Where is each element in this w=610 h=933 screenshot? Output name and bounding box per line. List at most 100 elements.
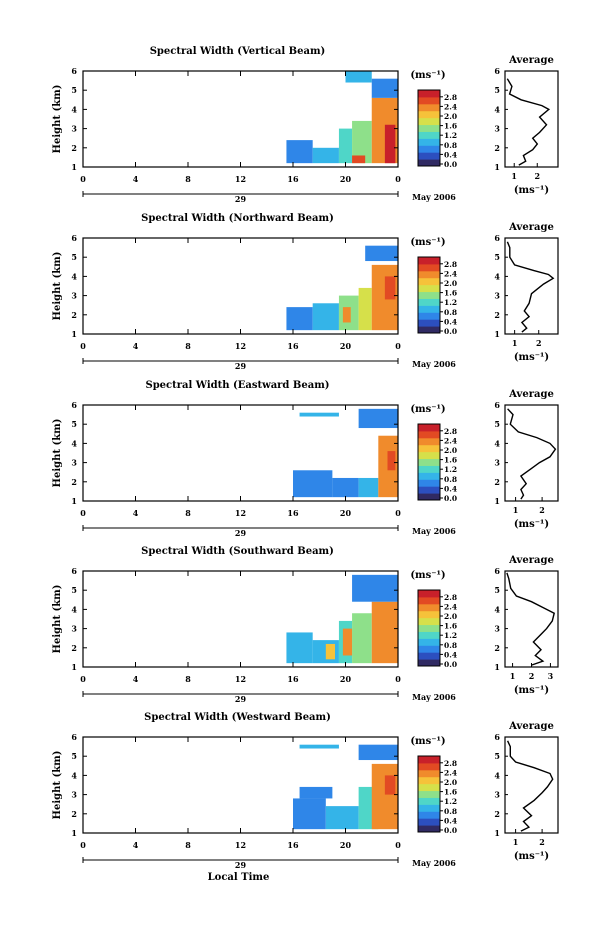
colorbar-swatch [418,465,440,473]
colorbar-swatch [418,769,440,778]
colorbar-unit-label: (ms⁻¹) [410,736,445,747]
average-x-tick-label: 1 [512,338,518,348]
x-tick-label: 0 [395,674,401,684]
heatmap-cell [342,628,353,656]
panel-4: Spectral Width (Westward Beam)123456Heig… [52,712,559,870]
heatmap-cell [338,128,353,164]
month-label: May 2006 [412,526,456,536]
average-x-tick-label: 1 [513,837,519,847]
x-tick-label: 0 [80,174,86,184]
colorbar-tick-label: 0.8 [444,141,457,150]
y-tick-label: 6 [71,233,77,243]
colorbar-swatch [418,756,440,764]
heatmap-cell [345,71,372,83]
average-x-label: (ms⁻¹) [514,685,549,696]
colorbar-tick-label: 0.0 [444,494,457,503]
colorbar-swatch [418,818,440,826]
x-tick-label: 0 [80,674,86,684]
average-y-tick-label: 4 [494,104,500,114]
y-axis-label: Height (km) [52,751,63,820]
heatmap-cell [293,470,333,498]
average-y-tick-label: 5 [494,419,500,429]
colorbar-swatch [418,624,440,632]
average-title: Average [508,55,554,66]
y-tick-label: 5 [71,419,77,429]
average-title: Average [508,721,554,732]
average-y-tick-label: 4 [494,770,500,780]
average-y-tick-label: 1 [494,496,500,506]
colorbar-tick-label: 0.0 [444,160,457,169]
x-tick-label: 20 [340,341,352,351]
average-y-tick-label: 4 [494,604,500,614]
colorbar-tick-label: 1.6 [444,622,457,631]
average-frame [504,736,559,834]
average-y-tick-label: 1 [494,162,500,172]
colorbar-swatch [418,319,440,327]
average-x-tick-label: 1 [510,671,516,681]
x-tick-label: 0 [395,508,401,518]
colorbar-swatch [418,138,440,146]
average-x-tick-label: 2 [529,671,535,681]
colorbar-tick-label: 0.4 [444,816,457,825]
x-tick-label: 20 [340,674,352,684]
colorbar-swatch [418,96,440,105]
heatmap-cell [286,307,313,331]
average-y-tick-label: 1 [494,828,500,838]
x-tick-label: 12 [235,174,246,184]
colorbar-tick-label: 1.2 [444,298,457,307]
colorbar-swatch [418,659,440,667]
colorbar-tick-label: 2.0 [444,279,457,288]
colorbar-swatch [418,284,440,293]
x-tick-label: 0 [395,840,401,850]
y-tick-label: 2 [71,809,77,819]
x-tick-label: 16 [287,174,299,184]
heatmap-cell [325,643,335,660]
colorbar-frame [417,256,441,334]
x-axis-label: Local Time [208,872,270,883]
heatmap-cell [352,155,366,164]
colorbar-swatch [418,103,440,112]
month-label: May 2006 [412,192,456,202]
heatmap-cell [293,798,326,830]
x-tick-label: 4 [133,508,139,518]
colorbar-frame [417,423,441,501]
x-tick-label: 16 [287,674,299,684]
y-tick-label: 1 [71,496,77,506]
average-y-tick-label: 6 [494,400,500,410]
colorbar-swatch [418,603,440,612]
panel-title: Spectral Width (Westward Beam) [144,712,331,723]
colorbar-swatch [418,152,440,160]
panel-2: Spectral Width (Eastward Beam)123456Heig… [52,380,559,538]
average-title: Average [508,389,554,400]
average-frame [504,570,559,668]
colorbar-tick-label: 0.4 [444,484,457,493]
colorbar-swatch [418,776,440,785]
colorbar-tick-label: 1.2 [444,131,457,140]
panel-title: Spectral Width (Eastward Beam) [145,380,329,391]
x-tick-label: 16 [287,341,299,351]
colorbar-unit-label: (ms⁻¹) [410,570,445,581]
colorbar-tick-label: 0.4 [444,150,457,159]
average-y-tick-label: 5 [494,585,500,595]
average-y-tick-label: 3 [494,291,500,301]
x-tick-label: 4 [133,840,139,850]
y-axis-label: Height (km) [52,252,63,321]
colorbar-swatch [418,90,440,98]
y-tick-label: 6 [71,66,77,76]
heatmap-cell [358,744,398,761]
colorbar-swatch [418,257,440,265]
y-axis-label: Height (km) [52,585,63,654]
heatmap-cell [358,477,379,498]
x-tick-label: 4 [133,341,139,351]
colorbar-swatch [418,424,440,432]
colorbar-swatch [418,312,440,320]
colorbar-swatch [418,110,440,119]
average-y-tick-label: 6 [494,66,500,76]
heatmap-cell [325,806,359,830]
colorbar-swatch [418,298,440,306]
colorbar-tick-label: 2.8 [444,593,457,602]
colorbar-tick-label: 0.8 [444,807,457,816]
heatmap-cell [342,307,351,323]
x-tick-label: 0 [80,840,86,850]
